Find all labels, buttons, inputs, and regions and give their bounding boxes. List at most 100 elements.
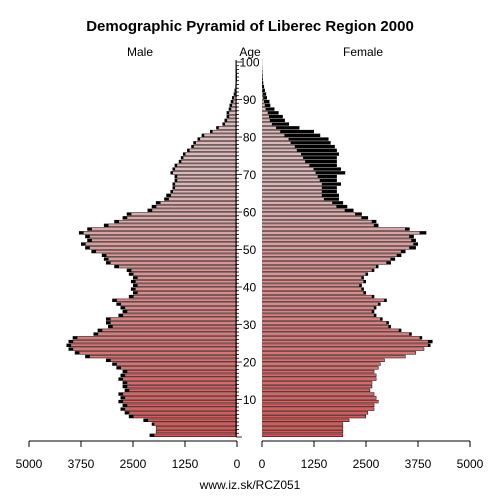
male-bar (108, 257, 237, 261)
x-tick-label-right: 5000 (457, 457, 484, 471)
x-tick-label-left: 0 (234, 457, 241, 471)
female-bar (262, 287, 362, 291)
male-bar (175, 182, 237, 186)
male-bar (137, 276, 237, 279)
female-bar (262, 265, 376, 268)
male-bar (231, 107, 237, 111)
male-bar (227, 119, 237, 122)
female-bar (262, 231, 420, 234)
male-bar (218, 126, 237, 129)
male-bar (156, 430, 237, 433)
male-bar (125, 306, 237, 309)
male-bar (127, 404, 237, 407)
x-tick-label-left: 1250 (172, 457, 199, 471)
male-bar (116, 362, 237, 366)
male-bar (236, 85, 237, 88)
female-bar (262, 430, 343, 433)
female-bar (262, 359, 385, 362)
female-bar-outer (262, 141, 331, 145)
female-bar-outer (262, 92, 267, 96)
female-bar (262, 224, 374, 227)
female-bar (262, 306, 374, 309)
male-bar (123, 377, 237, 381)
female-bar-outer (262, 122, 290, 126)
female-bar (262, 389, 370, 392)
male-bar (212, 130, 237, 133)
female-bar (262, 415, 366, 418)
female-bar (262, 242, 414, 246)
female-bar-outer (262, 118, 285, 122)
male-bar (175, 167, 237, 171)
age-tick-label: 20 (243, 356, 257, 370)
male-bar-outer (236, 73, 237, 77)
male-bar (85, 242, 237, 246)
male-bar (123, 392, 237, 396)
female-bar (262, 92, 263, 96)
male-bar (229, 115, 237, 118)
female-bar (262, 321, 387, 324)
male-bar (116, 299, 237, 302)
female-bar (262, 404, 374, 407)
female-bar (262, 220, 372, 223)
male-bar (110, 321, 237, 324)
female-bar (262, 115, 269, 118)
female-bar (262, 302, 378, 306)
female-bar-outer (262, 129, 314, 134)
male-bar (177, 175, 237, 178)
female-bar (262, 385, 372, 388)
male-bar (121, 366, 237, 369)
male-bar (127, 216, 237, 219)
male-bar (127, 310, 237, 313)
female-bar (262, 134, 285, 137)
male-bar (131, 269, 237, 272)
male-bar (106, 254, 238, 257)
male-bars (66, 58, 238, 437)
male-bar (125, 374, 237, 377)
male-bar (77, 336, 237, 339)
female-bar (262, 209, 345, 212)
female-bar (262, 149, 297, 152)
female-bar-outer (262, 137, 329, 141)
female-bar-outer (262, 107, 275, 111)
age-tick-label: 70 (243, 168, 257, 182)
male-bar (229, 111, 237, 114)
female-bar-outer (262, 77, 263, 81)
female-bar-outer (262, 111, 279, 115)
female-bar (262, 119, 270, 122)
x-tick-label-left: 5000 (16, 457, 43, 471)
female-bar-outer (262, 84, 265, 89)
female-bar (262, 340, 428, 343)
age-tick-label: 50 (243, 243, 257, 257)
male-bar (125, 407, 237, 411)
ticks: 5000 3750 2500 1250 0 0 1250 2500 3750 5000 10 20 30… (16, 56, 484, 472)
female-bar (262, 280, 364, 283)
female-bar (262, 317, 381, 321)
female-bar (262, 370, 374, 373)
male-bar (89, 235, 237, 238)
female-bar-outer (262, 103, 271, 107)
male-bar (204, 134, 237, 137)
female-bar (262, 396, 376, 399)
male-bar (102, 329, 237, 332)
male-bar (91, 227, 238, 231)
male-bar (127, 370, 237, 373)
female-bar (262, 299, 385, 302)
male-bar (108, 224, 237, 227)
male-bar (79, 351, 237, 354)
female-bar (262, 182, 322, 186)
female-bar-outer (262, 133, 321, 137)
female-bar (262, 167, 314, 171)
male-bar (183, 156, 237, 159)
female-bar (262, 355, 406, 358)
male-bar (89, 355, 237, 358)
female-bar (262, 362, 381, 366)
female-bar-outer (262, 126, 300, 130)
female-bar (262, 164, 310, 167)
male-bar (173, 190, 237, 193)
male-bar (133, 272, 237, 276)
female-bar (262, 156, 304, 159)
age-tick-label: 90 (243, 93, 257, 107)
female-bar (262, 107, 266, 111)
female-bar (262, 351, 416, 354)
